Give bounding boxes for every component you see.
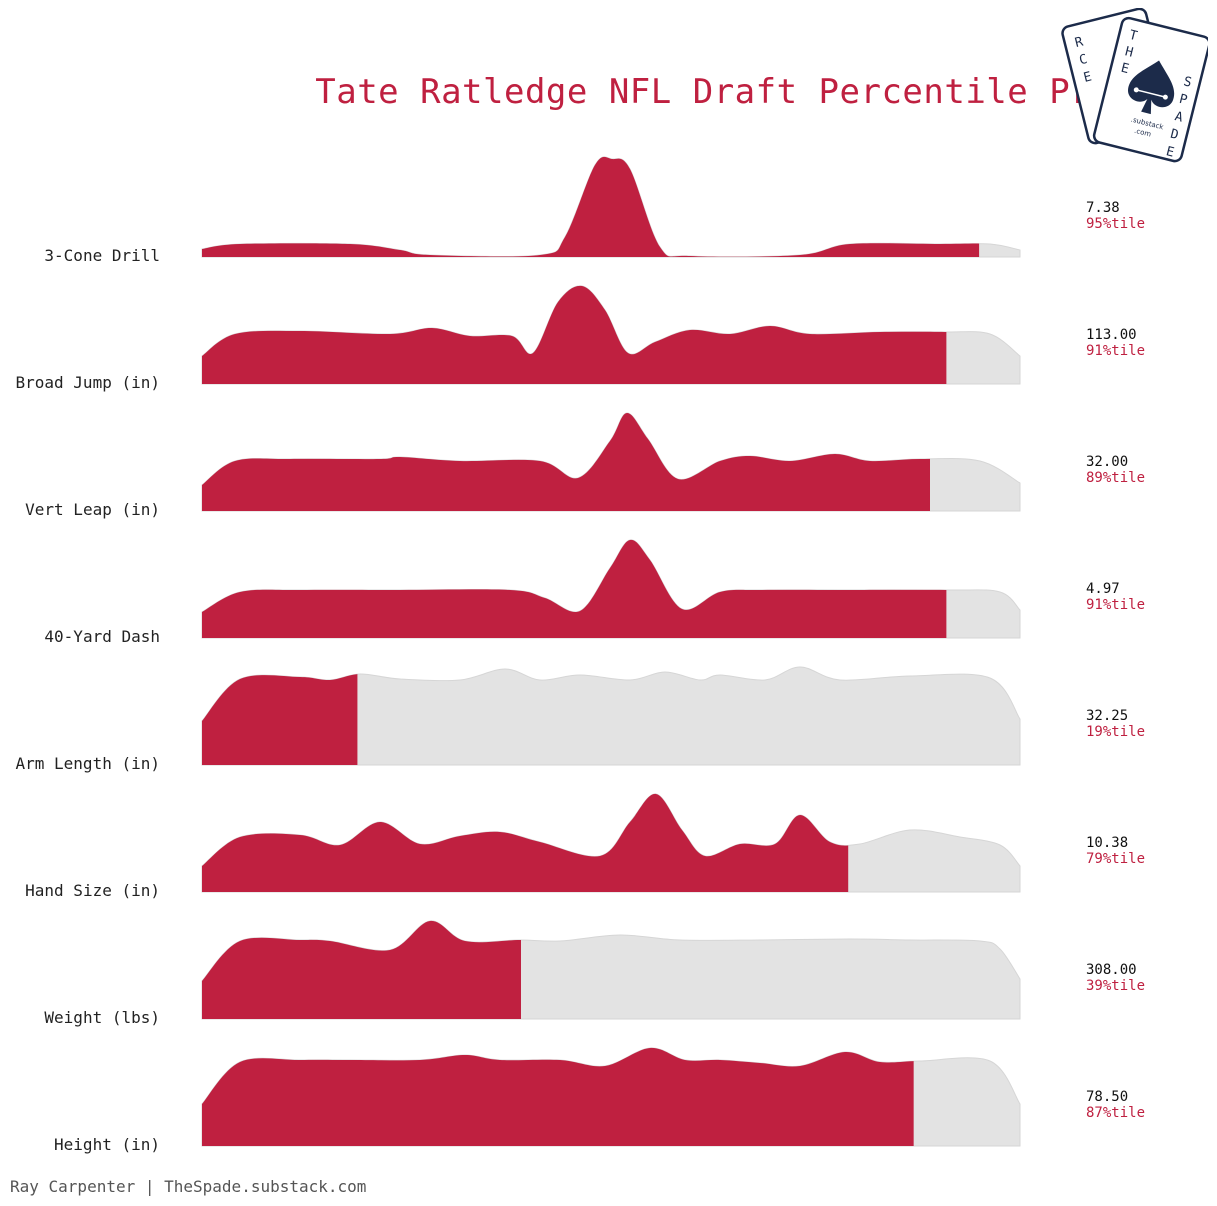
percentile-label: 91%tile (1086, 343, 1145, 359)
spade-icon (1128, 60, 1175, 115)
row-label: 3-Cone Drill (44, 246, 160, 265)
logo-letter: C (1078, 52, 1089, 68)
logo-letter: P (1178, 92, 1189, 108)
chart-title: Tate Ratledge NFL Draft Percentile Profi… (315, 72, 1196, 112)
percentile-label: 91%tile (1086, 597, 1145, 613)
row-label: 40-Yard Dash (44, 627, 160, 646)
percentile-fill (202, 539, 947, 638)
value-label: 10.38 (1086, 835, 1128, 851)
percentile-label: 19%tile (1086, 724, 1145, 740)
percentile-label: 87%tile (1086, 1105, 1145, 1121)
percentile-fill (202, 156, 980, 257)
logo-letter: A (1173, 109, 1184, 125)
the-spade-logo: R C E T H E S P A D E .substack .com (1061, 8, 1208, 163)
logo-letter: E (1082, 69, 1093, 85)
percentile-label: 39%tile (1086, 978, 1145, 994)
row-label: Vert Leap (in) (25, 500, 160, 519)
percentile-fill (202, 412, 931, 511)
row-label: Weight (lbs) (44, 1008, 160, 1027)
percentile-fill (202, 674, 358, 765)
logo-letter: S (1182, 74, 1193, 90)
value-label: 4.97 (1086, 581, 1120, 597)
distribution-area (201, 666, 1021, 766)
percentile-label: 95%tile (1086, 216, 1145, 232)
footer-credit: Ray Carpenter | TheSpade.substack.com (10, 1177, 367, 1196)
value-label: 113.00 (1086, 327, 1137, 343)
percentile-fill (202, 1047, 914, 1146)
percentile-label: 89%tile (1086, 470, 1145, 486)
row-label: Arm Length (in) (16, 754, 161, 773)
value-label: 308.00 (1086, 962, 1137, 978)
logo-letter: H (1123, 44, 1134, 60)
row-label: Height (in) (54, 1135, 160, 1154)
logo-letter: E (1119, 61, 1130, 77)
value-label: 32.00 (1086, 454, 1128, 470)
percentile-label: 79%tile (1086, 851, 1145, 867)
value-label: 32.25 (1086, 708, 1128, 724)
value-label: 78.50 (1086, 1089, 1128, 1105)
row-label: Hand Size (in) (25, 881, 160, 900)
logo-small-text: .com (1133, 127, 1152, 139)
logo-letter: E (1164, 144, 1175, 160)
value-label: 7.38 (1086, 200, 1120, 216)
logo-letter: D (1169, 127, 1180, 143)
row-label: Broad Jump (in) (16, 373, 161, 392)
percentile-fill (202, 793, 849, 892)
percentile-fill (202, 920, 522, 1019)
logo-letter: T (1128, 28, 1139, 44)
logo-letter: R (1073, 34, 1084, 50)
percentile-fill (202, 285, 947, 384)
